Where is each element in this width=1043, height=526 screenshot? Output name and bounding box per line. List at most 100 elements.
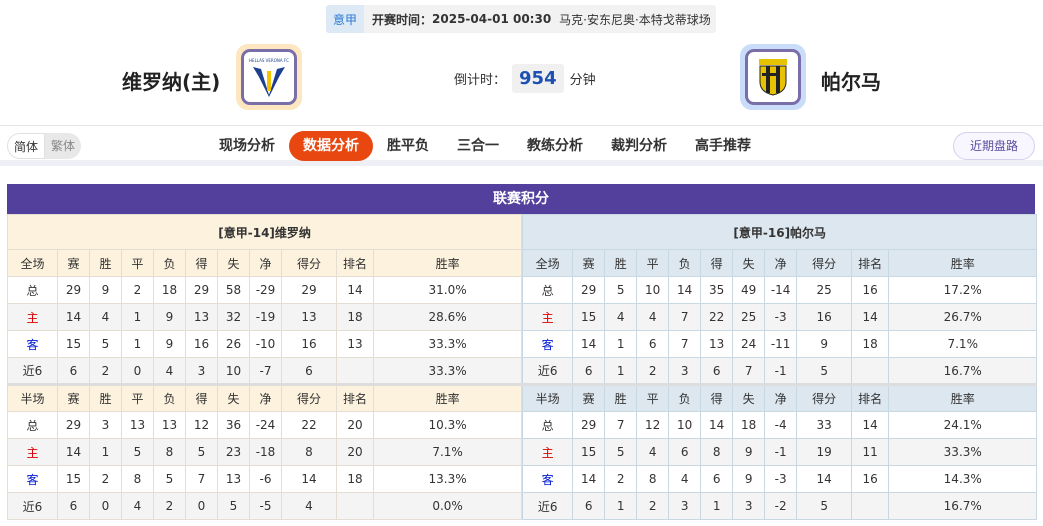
away-team-logo[interactable] bbox=[740, 44, 806, 110]
cell: 7 bbox=[185, 465, 218, 493]
cell: 10 bbox=[668, 411, 702, 439]
cell: 4 bbox=[121, 492, 154, 520]
cell: 14 bbox=[572, 330, 606, 358]
cell: 5 bbox=[796, 492, 853, 520]
table-row: 客 14 1 6 7 13 24 -11 9 18 7.1% bbox=[522, 330, 1038, 358]
table-row: 总 29 5 10 14 35 49 -14 25 16 17.2% bbox=[522, 276, 1038, 304]
table-row: 客 15 5 1 9 16 26 -10 16 13 33.3% bbox=[7, 330, 523, 358]
cell: 1 bbox=[121, 303, 154, 331]
cell: 4 bbox=[153, 357, 186, 385]
column-header: 半场 bbox=[7, 383, 58, 412]
away-team-name[interactable]: 帕尔马 bbox=[821, 70, 881, 94]
cell: -24 bbox=[249, 411, 282, 439]
countdown-unit: 分钟 bbox=[569, 73, 596, 88]
cell: 9 bbox=[153, 303, 186, 331]
cell: 7 bbox=[668, 303, 702, 331]
cell: 35 bbox=[700, 276, 734, 304]
column-header: 得 bbox=[185, 383, 218, 412]
column-header: 胜 bbox=[89, 249, 122, 277]
cell: 22 bbox=[281, 411, 337, 439]
row-label: 总 bbox=[7, 411, 58, 439]
cell: 8 bbox=[281, 438, 337, 466]
countdown-value: 954 bbox=[512, 64, 564, 93]
cell: 4 bbox=[636, 438, 670, 466]
cell: 13 bbox=[185, 303, 218, 331]
cell: 4 bbox=[281, 492, 337, 520]
cell: 1 bbox=[604, 357, 638, 385]
home-team-logo[interactable]: HELLAS VERONA FC bbox=[236, 44, 302, 110]
table-row: 近6 6 1 2 3 6 7 -1 5 16.7% bbox=[522, 357, 1038, 385]
cell: 5 bbox=[121, 438, 154, 466]
cell: 11 bbox=[851, 438, 890, 466]
column-header: 净 bbox=[764, 249, 798, 277]
lang-simplified[interactable]: 简体 bbox=[7, 133, 46, 159]
cell: 0.0% bbox=[372, 492, 523, 520]
countdown-label: 倒计时： bbox=[454, 73, 507, 88]
recent-trend-button[interactable]: 近期盘路 bbox=[953, 132, 1035, 160]
cell: 16 bbox=[851, 276, 890, 304]
row-label: 主 bbox=[522, 303, 574, 331]
cell bbox=[336, 357, 374, 385]
cell: -4 bbox=[764, 411, 798, 439]
column-header: 胜 bbox=[89, 383, 122, 412]
cell: 14 bbox=[281, 465, 337, 493]
row-label: 客 bbox=[7, 330, 58, 358]
column-header: 平 bbox=[636, 249, 670, 277]
countdown: 倒计时： 954 分钟 bbox=[454, 64, 596, 93]
cell: -3 bbox=[764, 303, 798, 331]
cell: 14 bbox=[700, 411, 734, 439]
cell: 18 bbox=[153, 276, 186, 304]
cell: 28.6% bbox=[372, 303, 523, 331]
cell: 2 bbox=[89, 357, 122, 385]
cell: 8 bbox=[121, 465, 154, 493]
tab-6[interactable]: 高手推荐 bbox=[695, 138, 751, 154]
cell: 16 bbox=[851, 465, 890, 493]
venue: 马克·安东尼奥·本特戈蒂球场 bbox=[559, 12, 711, 27]
column-header: 赛 bbox=[57, 383, 90, 412]
tab-2[interactable]: 胜平负 bbox=[387, 138, 429, 154]
column-header: 失 bbox=[217, 383, 250, 412]
home-standings-table: [意甲-14]维罗纳 全场赛胜平负得失净得分 排名 胜率总 29 9 2 18 29 58 -29 2… bbox=[6, 214, 523, 520]
cell: 29 bbox=[572, 276, 606, 304]
row-label: 总 bbox=[7, 276, 58, 304]
cell: 9 bbox=[732, 438, 766, 466]
cell: 5 bbox=[217, 492, 250, 520]
tab-1[interactable]: 数据分析 bbox=[289, 131, 373, 161]
column-header: 胜 bbox=[604, 249, 638, 277]
cell: 12 bbox=[185, 411, 218, 439]
table-row: 客 15 2 8 5 7 13 -6 14 18 13.3% bbox=[7, 465, 523, 493]
row-label: 总 bbox=[522, 276, 574, 304]
table-row: 近6 6 2 0 4 3 10 -7 6 33.3% bbox=[7, 357, 523, 385]
cell: 7.1% bbox=[372, 438, 523, 466]
column-header: 平 bbox=[636, 383, 670, 412]
cell: 6 bbox=[668, 438, 702, 466]
cell: 13.3% bbox=[372, 465, 523, 493]
column-header: 负 bbox=[153, 249, 186, 277]
league-badge[interactable]: 意甲 bbox=[326, 5, 365, 33]
cell: 6 bbox=[572, 357, 606, 385]
cell: -1 bbox=[764, 438, 798, 466]
tab-0[interactable]: 现场分析 bbox=[219, 138, 275, 154]
cell: 1 bbox=[604, 492, 638, 520]
cell: 14 bbox=[572, 465, 606, 493]
tab-5[interactable]: 裁判分析 bbox=[611, 138, 667, 154]
cell: 19 bbox=[796, 438, 853, 466]
home-team-name[interactable]: 维罗纳(主) bbox=[122, 70, 221, 94]
column-header: 半场 bbox=[522, 383, 574, 412]
lang-traditional[interactable]: 繁体 bbox=[51, 139, 76, 153]
cell: -2 bbox=[764, 492, 798, 520]
tab-4[interactable]: 教练分析 bbox=[527, 138, 583, 154]
column-header: 失 bbox=[217, 249, 250, 277]
cell: 33.3% bbox=[888, 438, 1038, 466]
cell: 2 bbox=[604, 465, 638, 493]
tab-3[interactable]: 三合一 bbox=[457, 138, 499, 154]
cell: 8 bbox=[700, 438, 734, 466]
cell: 1 bbox=[89, 438, 122, 466]
column-header: 负 bbox=[668, 249, 702, 277]
table-row: 主 15 5 4 6 8 9 -1 19 11 33.3% bbox=[522, 438, 1038, 466]
column-header: 胜率 bbox=[372, 249, 523, 277]
cell: 14 bbox=[57, 438, 90, 466]
cell: 16 bbox=[185, 330, 218, 358]
nav-bar: 简体 繁体 现场分析 数据分析 胜平负 三合一 教练分析 裁判分析 高手推荐 近期盘路 bbox=[0, 125, 1043, 166]
cell: -6 bbox=[249, 465, 282, 493]
